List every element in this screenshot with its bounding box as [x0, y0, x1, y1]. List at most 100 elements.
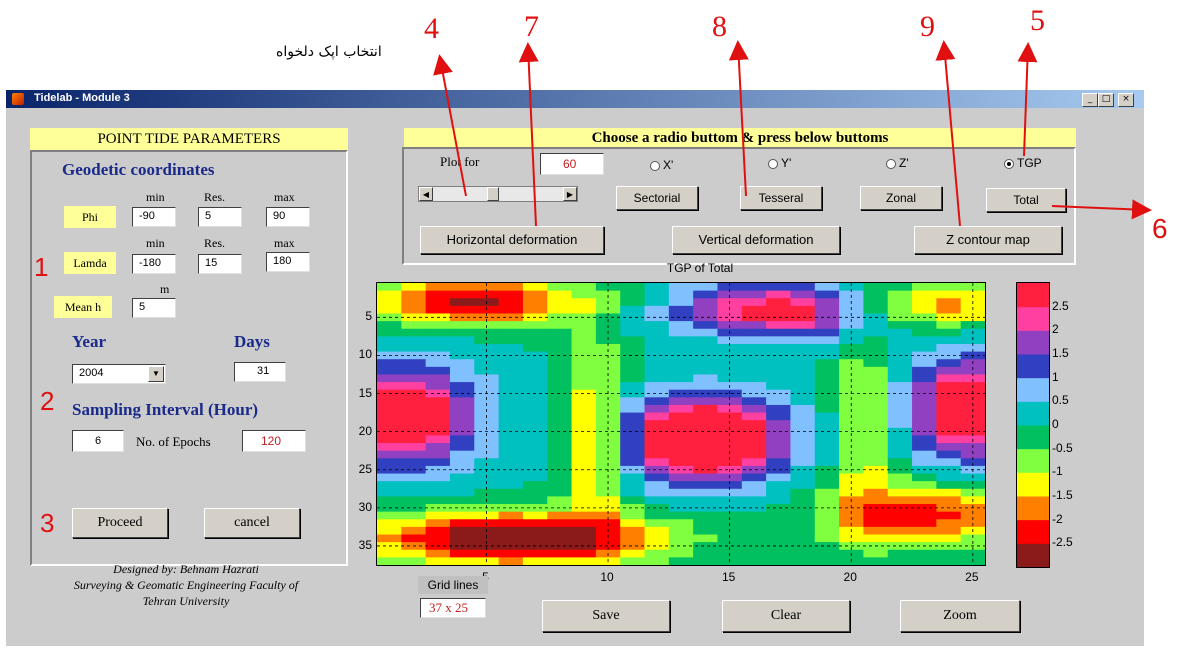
vertical-deformation-button[interactable]: Vertical deformation [672, 226, 840, 254]
heatmap-cell [547, 458, 573, 467]
heatmap-cell [717, 542, 743, 551]
heatmap-cell [766, 374, 791, 383]
year-select[interactable]: 2004 ▼ [72, 364, 166, 384]
heatmap-cell [668, 427, 694, 436]
heatmap-cell [741, 519, 767, 528]
phi-res-input[interactable]: 5 [198, 207, 242, 227]
heatmap-cell [912, 298, 937, 307]
chevron-down-icon[interactable]: ▼ [148, 366, 164, 382]
radio-x[interactable]: X' [650, 158, 673, 172]
heatmap-cell [425, 359, 451, 368]
heatmap-cell [449, 359, 475, 368]
heatmap-cell [425, 328, 451, 337]
annotation-number-7: 7 [524, 10, 539, 43]
slider-thumb[interactable] [487, 187, 499, 201]
radio-tgp-dot[interactable] [1004, 158, 1014, 169]
heatmap-cell [498, 397, 524, 406]
heatmap-cell [766, 382, 791, 391]
heatmap-cell [401, 290, 427, 299]
minimize-button[interactable]: _ [1082, 93, 1098, 107]
heatmap-cell [936, 283, 962, 292]
x-tick-label: 25 [965, 570, 979, 584]
clear-button[interactable]: Clear [722, 600, 850, 632]
zoom-button[interactable]: Zoom [900, 600, 1020, 632]
tesseral-button[interactable]: Tesseral [740, 186, 822, 210]
cancel-button[interactable]: cancel [204, 508, 300, 538]
sectorial-button[interactable]: Sectorial [616, 186, 698, 210]
zonal-button[interactable]: Zonal [860, 186, 942, 210]
heatmap-cell [571, 511, 597, 520]
heatmap-cell [668, 473, 694, 482]
heatmap-cell [425, 336, 451, 345]
sampling-interval-input[interactable]: 6 [72, 430, 124, 452]
heatmap-cell [717, 397, 743, 406]
heatmap-cell [887, 397, 913, 406]
lamda-res-input[interactable]: 15 [198, 254, 242, 274]
grid-size-field[interactable]: 37 x 25 [420, 598, 486, 618]
heatmap-cell [595, 420, 621, 429]
heatmap-cell [936, 435, 962, 444]
heatmap-cell [668, 420, 694, 429]
annotation-number-9: 9 [920, 10, 935, 43]
heatmap-cell [571, 298, 597, 307]
heatmap-cell [620, 404, 646, 414]
heatmap-cell [547, 305, 573, 314]
heatmap-cell [377, 488, 402, 497]
heatmap-cell [571, 557, 597, 565]
radio-z[interactable]: Z' [886, 156, 909, 170]
heatmap-cell [887, 359, 913, 368]
heatmap-cell [766, 549, 791, 558]
heatmap-cell [839, 397, 864, 406]
lamda-min-input[interactable]: -180 [132, 254, 176, 274]
slider-right-arrow[interactable]: ▶ [563, 187, 577, 201]
heatmap-cell [425, 481, 451, 490]
lamda-max-input[interactable]: 180 [266, 252, 310, 272]
radio-y[interactable]: Y' [768, 156, 791, 170]
heatmap-cell [790, 305, 816, 314]
heatmap-cell [936, 496, 962, 505]
plot-for-input[interactable]: 60 [540, 153, 604, 175]
heatmap-cell [425, 488, 451, 497]
days-input[interactable]: 31 [234, 362, 286, 382]
heatmap-cell [401, 366, 427, 375]
days-label: Days [234, 332, 270, 351]
year-label: Year [72, 332, 106, 351]
tgp-heatmap[interactable] [377, 283, 985, 565]
radio-x-dot[interactable] [650, 160, 660, 171]
phi-min-input[interactable]: -90 [132, 207, 176, 227]
heatmap-cell [474, 374, 500, 383]
heatmap-cell [741, 488, 767, 497]
credit-university: Tehran University [142, 594, 230, 608]
heatmap-cell [863, 366, 889, 375]
heatmap-cell [936, 290, 962, 299]
heatmap-cell [620, 465, 646, 475]
heatmap-cell [425, 420, 451, 429]
heatmap-cell [693, 374, 718, 383]
close-button[interactable]: × [1118, 93, 1134, 107]
epochs-input[interactable]: 120 [242, 430, 306, 452]
total-button[interactable]: Total [986, 188, 1066, 212]
epoch-slider[interactable]: ◀ ▶ [418, 186, 578, 202]
heatmap-cell [377, 443, 402, 452]
horizontal-deformation-button[interactable]: Horizontal deformation [420, 226, 604, 254]
save-button[interactable]: Save [542, 600, 670, 632]
phi-max-input[interactable]: 90 [266, 207, 310, 227]
heatmap-cell [790, 290, 816, 299]
heatmap-cell [620, 389, 646, 398]
heatmap-cell [741, 321, 767, 330]
heatmap-cell [863, 397, 889, 406]
radio-z-dot[interactable] [886, 158, 896, 169]
heatmap-cell [547, 328, 573, 337]
heatmap-cell [814, 420, 840, 429]
radio-tgp[interactable]: TGP [1004, 156, 1042, 170]
heatmap-cell [863, 343, 889, 353]
slider-left-arrow[interactable]: ◀ [419, 187, 433, 201]
heatmap-cell [401, 519, 427, 528]
maximize-button[interactable]: □ [1098, 93, 1114, 107]
radio-y-dot[interactable] [768, 158, 778, 169]
proceed-button[interactable]: Proceed [72, 508, 168, 538]
z-contour-map-button[interactable]: Z contour map [914, 226, 1062, 254]
heatmap-cell [790, 511, 816, 520]
heatmap-cell [474, 450, 500, 459]
mean-h-input[interactable]: 5 [132, 298, 176, 318]
